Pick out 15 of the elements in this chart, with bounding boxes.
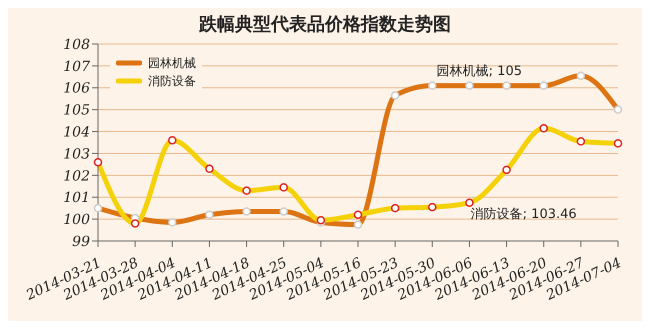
annotation: 消防设备; 103.46 <box>470 206 577 224</box>
y-tick-label: 107 <box>63 58 90 75</box>
chart-title: 跌幅典型代表品价格指数走势图 <box>198 13 452 36</box>
y-tick-label: 108 <box>63 36 90 53</box>
y-tick-label: 100 <box>63 212 90 228</box>
legend-label: 消防设备 <box>148 73 196 90</box>
legend-label: 园林机械 <box>148 55 196 72</box>
y-tick-label: 103 <box>63 146 90 162</box>
annotation: 园林机械; 105 <box>436 62 522 80</box>
y-tick-label: 106 <box>63 80 90 97</box>
y-tick-label: 102 <box>63 168 90 184</box>
y-tick-label: 99 <box>72 234 90 250</box>
y-tick-label: 105 <box>63 102 90 119</box>
y-tick-label: 104 <box>63 124 90 141</box>
y-tick-label: 101 <box>63 190 90 206</box>
